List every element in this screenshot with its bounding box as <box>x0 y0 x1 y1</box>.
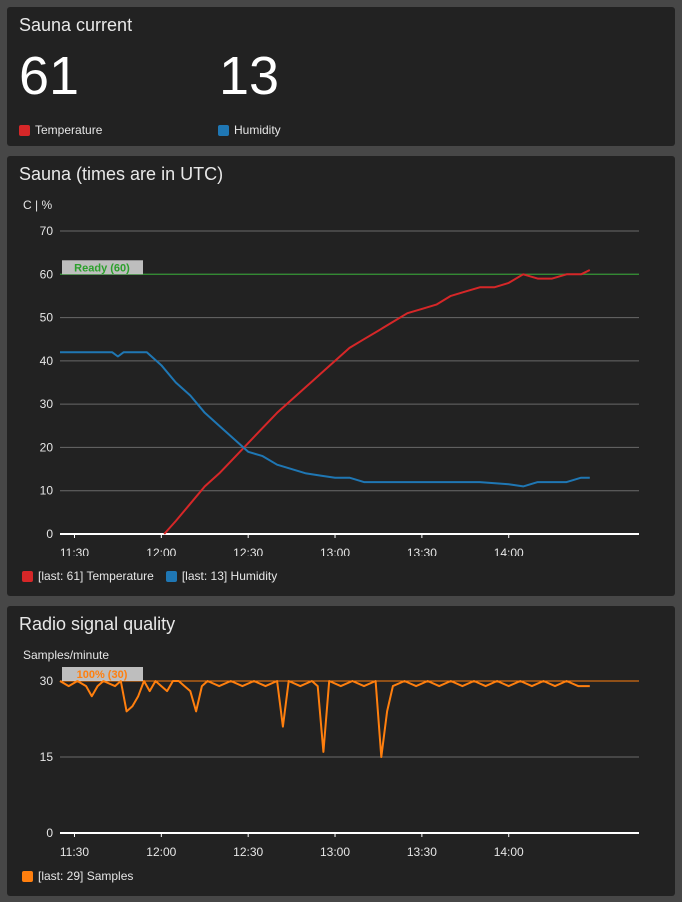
humidity-value: 13 <box>219 46 280 106</box>
y-axis-unit: Samples/minute <box>23 648 110 662</box>
panel-sauna-chart: Sauna (times are in UTC) C | % 0 10 20 30 40… <box>7 156 675 596</box>
y-tick-label: 15 <box>40 750 54 764</box>
x-tick-label: 13:30 <box>407 546 437 556</box>
sauna-chart-plot[interactable]: 0 10 20 30 40 50 60 70 11:30 12:00 12:30 13:00 13:30… <box>7 156 675 556</box>
temperature-swatch <box>22 570 33 582</box>
x-tick-label: 11:30 <box>60 845 89 859</box>
y-tick-label: 10 <box>40 484 54 498</box>
panel-title: Sauna current <box>19 15 133 35</box>
x-tick-label: 12:00 <box>146 845 176 859</box>
legend-label: [last: 13] Humidity <box>181 569 278 583</box>
temperature-swatch <box>19 124 30 136</box>
panel-sauna-current: Sauna current 61 13 Temperature Humidity <box>7 7 675 146</box>
threshold-label: 100% (30) <box>62 667 143 681</box>
legend-temperature[interactable]: [last: 61] Temperature <box>22 569 154 583</box>
y-tick-label: 20 <box>40 440 54 454</box>
legend-label: Temperature <box>35 123 103 137</box>
legend-samples[interactable]: [last: 29] Samples <box>22 869 133 883</box>
y-axis-unit: C | % <box>23 198 53 212</box>
x-tick-label: 13:00 <box>320 546 350 556</box>
radio-chart-plot[interactable]: 0 15 30 11:30 12:00 12:30 13:00 13:30 14:00 100% … <box>7 606 675 866</box>
series-line-temperature <box>163 269 591 535</box>
legend-label: [last: 61] Temperature <box>38 569 154 583</box>
y-tick-label: 0 <box>46 527 53 541</box>
x-tick-label: 14:00 <box>494 546 524 556</box>
panel-title: Sauna (times are in UTC) <box>19 164 224 184</box>
y-tick-label: 40 <box>40 354 54 368</box>
series-line-samples <box>59 680 590 758</box>
x-tick-label: 13:00 <box>320 845 350 859</box>
legend-label: Humidity <box>234 123 281 137</box>
legend-temperature[interactable]: Temperature <box>19 123 102 137</box>
legend-humidity[interactable]: [last: 13] Humidity <box>165 569 278 583</box>
series-line-humidity <box>60 351 590 488</box>
threshold-label: Ready (60) <box>62 260 143 275</box>
sauna-legend: [last: 61] Temperature [last: 13] Humidi… <box>22 569 289 583</box>
x-tick-label: 13:30 <box>407 845 437 859</box>
panel-radio-chart: Radio signal quality Samples/minute 0 15 3… <box>7 606 675 896</box>
radio-legend: [last: 29] Samples <box>22 869 145 883</box>
temperature-value: 61 <box>19 46 80 106</box>
y-tick-label: 0 <box>46 826 53 840</box>
threshold-label-text: Ready (60) <box>74 262 130 274</box>
y-tick-label: 30 <box>40 674 54 688</box>
threshold-label-bg <box>62 260 143 275</box>
x-tick-label: 14:00 <box>494 845 524 859</box>
y-tick-label: 50 <box>40 311 54 325</box>
x-tick-label: 12:30 <box>233 845 263 859</box>
humidity-swatch <box>165 570 177 582</box>
x-tick-label: 11:30 <box>60 546 89 556</box>
x-tick-label: 12:30 <box>233 546 263 556</box>
threshold-label-bg <box>62 667 143 681</box>
panel-title: Radio signal quality <box>19 614 176 634</box>
threshold-label-text: 100% (30) <box>77 669 128 681</box>
y-tick-label: 30 <box>40 397 54 411</box>
legend-humidity[interactable]: Humidity <box>218 123 281 137</box>
x-tick-label: 12:00 <box>146 546 176 556</box>
y-tick-label: 60 <box>40 267 54 281</box>
legend-label: [last: 29] Samples <box>38 869 134 883</box>
y-tick-label: 70 <box>40 224 54 238</box>
humidity-swatch <box>218 124 229 136</box>
samples-swatch <box>22 870 33 882</box>
